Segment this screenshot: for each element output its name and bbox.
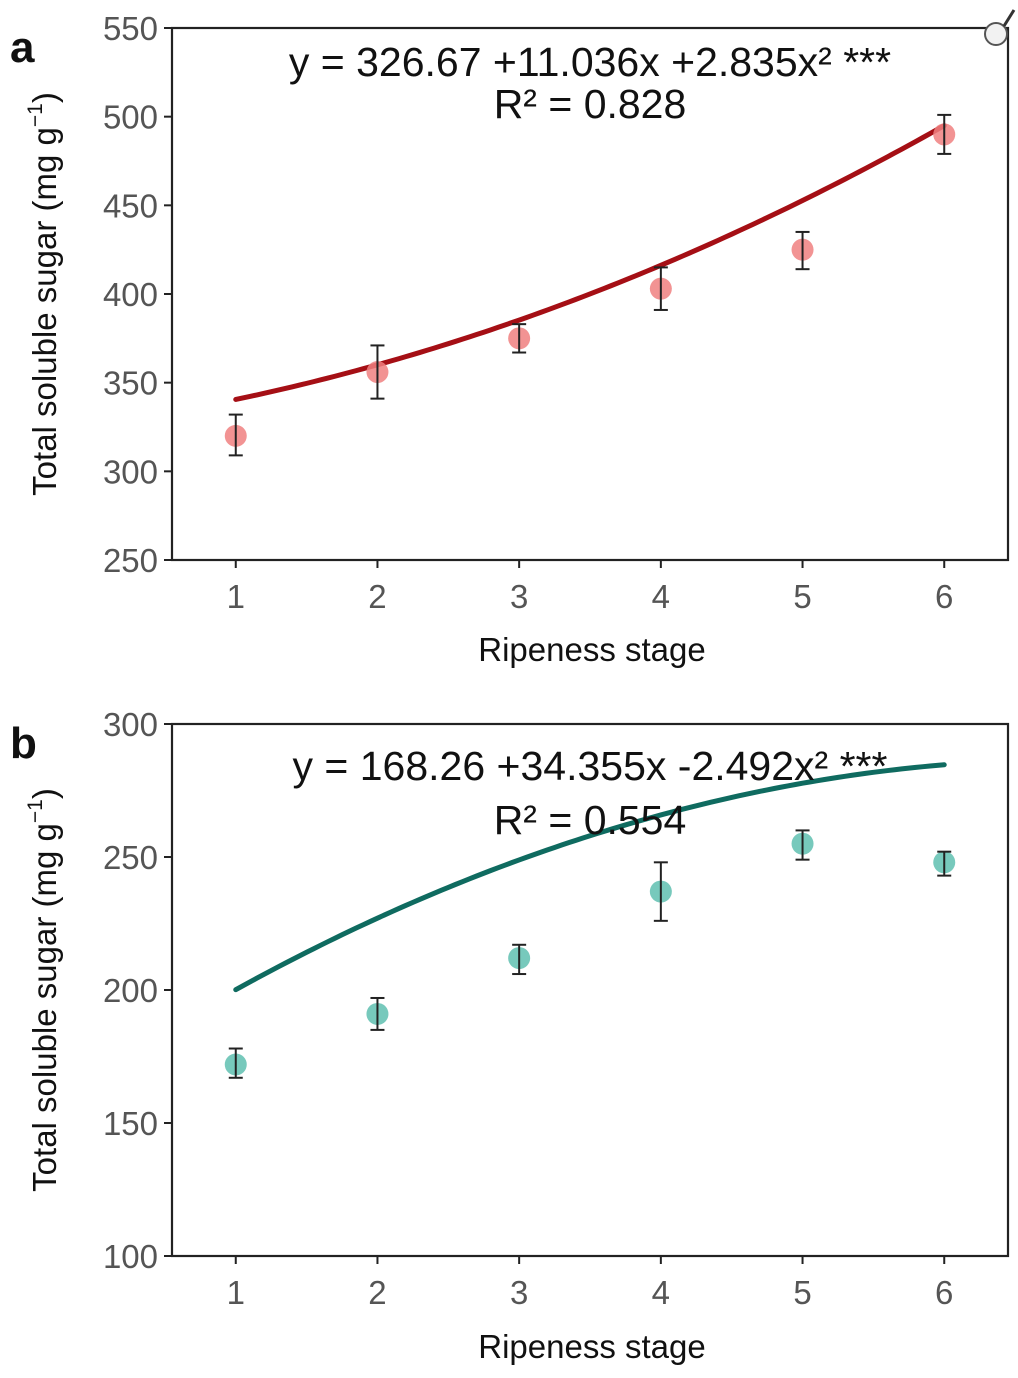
panel-b: b 100 150 200 250 300 1 2 3 4 5 6 y = 168.26 +34.… [10, 706, 1010, 1365]
panel-a: a 250 300 350 400 450 500 550 1 2 3 4 5 6 y = 326.6… [10, 10, 1010, 668]
panel-b-y-axis-title: Total soluble sugar (mg g−1) [24, 788, 63, 1192]
panel-b-data-points [224, 829, 956, 1079]
panel-a-fit-curve [233, 123, 947, 402]
panel-b-x-ticks: 1 2 3 4 5 6 [227, 1256, 953, 1311]
panel-a-y-tick-label: 300 [103, 453, 158, 490]
panel-a-x-tick-label: 6 [935, 578, 953, 615]
panel-b-x-tick-label: 3 [510, 1274, 528, 1311]
panel-b-y-tick-label: 100 [103, 1238, 158, 1275]
panel-a-y-tick-label: 450 [103, 187, 158, 224]
panel-b-r-squared: R² = 0.554 [494, 797, 687, 843]
panel-a-y-tick-label: 500 [103, 99, 158, 136]
panel-a-r-squared: R² = 0.828 [494, 81, 687, 127]
panel-b-y-tick-label: 300 [103, 706, 158, 743]
panel-b-letter: b [10, 719, 37, 768]
panel-b-equation: y = 168.26 +34.355x -2.492x² *** [293, 743, 888, 789]
panel-a-x-tick-label: 3 [510, 578, 528, 615]
panel-a-y-tick-label: 400 [103, 276, 158, 313]
panel-b-y-tick-label: 250 [103, 839, 158, 876]
panel-b-x-tick-label: 6 [935, 1274, 953, 1311]
panel-b-x-axis-title: Ripeness stage [478, 1328, 705, 1365]
panel-a-x-ticks: 1 2 3 4 5 6 [227, 560, 953, 615]
panel-b-x-tick-label: 1 [227, 1274, 245, 1311]
panel-b-x-tick-label: 5 [793, 1274, 811, 1311]
panel-a-y-ticks: 250 300 350 400 450 500 550 [103, 10, 172, 579]
panel-a-y-tick-label: 550 [103, 10, 158, 47]
panel-a-x-tick-label: 1 [227, 578, 245, 615]
panel-a-letter: a [10, 23, 35, 72]
panel-b-y-tick-label: 200 [103, 972, 158, 1009]
panel-b-x-tick-label: 2 [368, 1274, 386, 1311]
panel-a-y-axis-title: Total soluble sugar (mg g−1) [24, 92, 63, 496]
panel-a-x-tick-label: 5 [793, 578, 811, 615]
panel-a-equation: y = 326.67 +11.036x +2.835x² *** [289, 39, 891, 85]
panel-b-x-tick-label: 4 [652, 1274, 670, 1311]
panel-a-x-axis-title: Ripeness stage [478, 631, 705, 668]
panel-b-y-ticks: 100 150 200 250 300 [103, 706, 172, 1275]
panel-a-y-tick-label: 350 [103, 365, 158, 402]
panel-b-y-tick-label: 150 [103, 1105, 158, 1142]
panel-a-x-tick-label: 4 [652, 578, 670, 615]
panel-b-fit-curve [233, 762, 947, 993]
panel-a-x-tick-label: 2 [368, 578, 386, 615]
panel-a-y-tick-label: 250 [103, 542, 158, 579]
panel-a-data-points [224, 113, 956, 457]
magnifier-icon[interactable] [980, 4, 1016, 48]
